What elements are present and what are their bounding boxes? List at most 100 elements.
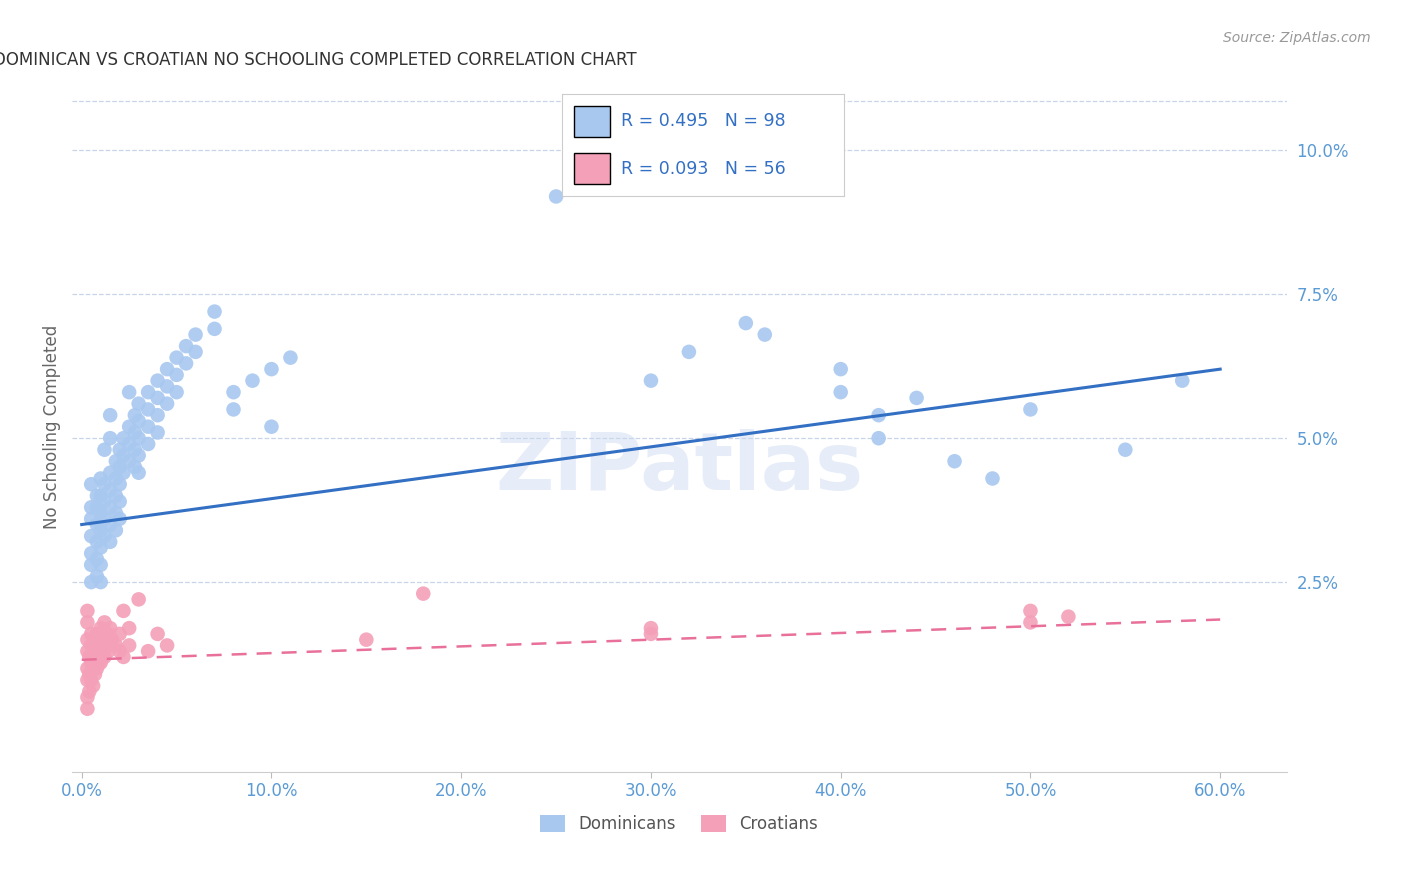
Point xyxy=(136,402,159,417)
Point xyxy=(87,656,110,670)
Point xyxy=(112,604,135,618)
Point xyxy=(280,351,302,365)
Point xyxy=(93,529,115,543)
Point xyxy=(86,489,108,503)
Point xyxy=(905,391,928,405)
Point xyxy=(90,506,112,520)
Point xyxy=(76,661,98,675)
Point xyxy=(1019,402,1042,417)
Point xyxy=(146,627,169,641)
Point xyxy=(112,449,135,463)
Point xyxy=(80,575,103,590)
Point xyxy=(124,460,146,475)
Point xyxy=(108,512,131,526)
Point xyxy=(98,534,121,549)
Point xyxy=(678,344,700,359)
Point xyxy=(128,466,150,480)
Point xyxy=(98,621,121,635)
Point xyxy=(868,431,890,445)
Point xyxy=(128,449,150,463)
Point xyxy=(80,627,103,641)
Point xyxy=(981,471,1004,485)
FancyBboxPatch shape xyxy=(574,153,610,184)
Point xyxy=(124,442,146,457)
Point xyxy=(104,454,127,468)
Point xyxy=(174,339,197,353)
Point xyxy=(98,431,121,445)
Point xyxy=(86,569,108,583)
Point xyxy=(128,431,150,445)
Point xyxy=(260,362,283,376)
Point xyxy=(118,454,141,468)
Point xyxy=(156,379,179,393)
Point xyxy=(118,385,141,400)
Point xyxy=(184,327,207,342)
Point xyxy=(1171,374,1194,388)
Point xyxy=(80,558,103,572)
Text: R = 0.495   N = 98: R = 0.495 N = 98 xyxy=(621,112,786,130)
Point xyxy=(112,466,135,480)
Point xyxy=(108,460,131,475)
Point xyxy=(260,419,283,434)
Point xyxy=(101,632,124,647)
Point xyxy=(76,604,98,618)
Point xyxy=(90,489,112,503)
Point xyxy=(76,690,98,705)
Point xyxy=(86,552,108,566)
Point xyxy=(112,649,135,664)
Point xyxy=(156,639,179,653)
Point xyxy=(82,661,104,675)
Point xyxy=(90,558,112,572)
Point xyxy=(93,649,115,664)
Point xyxy=(98,639,121,653)
Point xyxy=(118,639,141,653)
Point xyxy=(76,673,98,687)
Point xyxy=(76,644,98,658)
Point xyxy=(1114,442,1136,457)
Point xyxy=(146,374,169,388)
Point xyxy=(156,397,179,411)
Point xyxy=(104,471,127,485)
Point xyxy=(98,408,121,422)
Point xyxy=(118,419,141,434)
Point xyxy=(124,425,146,440)
Point xyxy=(80,656,103,670)
Point xyxy=(166,351,188,365)
Point xyxy=(640,621,662,635)
Point xyxy=(86,534,108,549)
Point xyxy=(97,627,120,641)
Point xyxy=(93,632,115,647)
Point xyxy=(90,575,112,590)
Point xyxy=(136,385,159,400)
Point xyxy=(84,632,107,647)
Point xyxy=(640,374,662,388)
Point xyxy=(98,483,121,497)
Point xyxy=(86,500,108,515)
Point xyxy=(76,615,98,630)
Point xyxy=(90,639,112,653)
Point xyxy=(128,414,150,428)
Point xyxy=(222,402,245,417)
Point xyxy=(108,442,131,457)
Point xyxy=(80,477,103,491)
Point xyxy=(1019,615,1042,630)
Point xyxy=(87,639,110,653)
Point xyxy=(830,362,852,376)
Point xyxy=(98,500,121,515)
Point xyxy=(112,431,135,445)
Point xyxy=(184,344,207,359)
Point xyxy=(166,368,188,382)
Point xyxy=(93,615,115,630)
Point xyxy=(80,546,103,560)
Point xyxy=(98,466,121,480)
Point xyxy=(754,327,776,342)
Point xyxy=(166,385,188,400)
Point xyxy=(93,477,115,491)
Point xyxy=(86,627,108,641)
Point xyxy=(80,673,103,687)
Point xyxy=(80,639,103,653)
Legend: Dominicans, Croatians: Dominicans, Croatians xyxy=(540,814,818,833)
Point xyxy=(104,524,127,538)
FancyBboxPatch shape xyxy=(574,106,610,136)
Point xyxy=(128,592,150,607)
